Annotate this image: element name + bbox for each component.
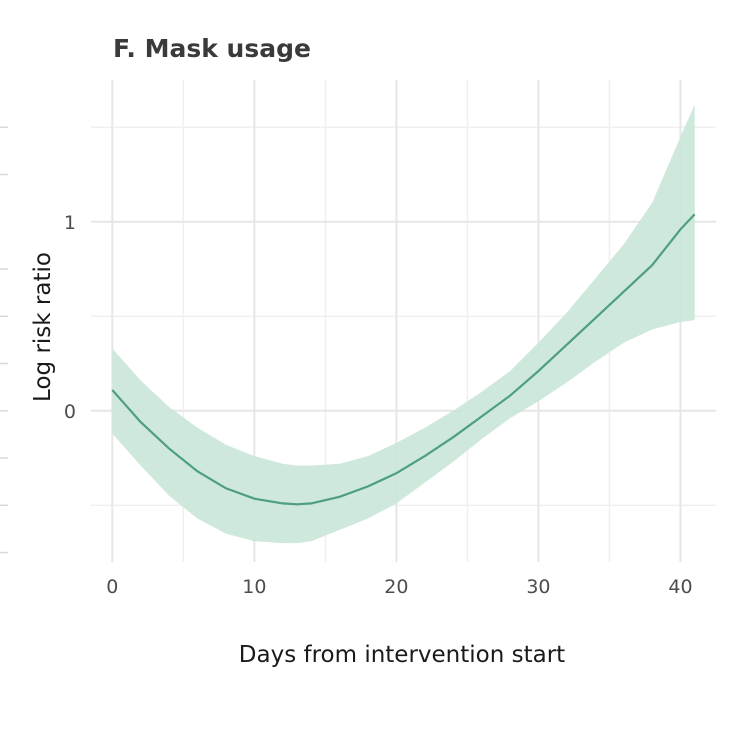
x-axis-tick-labels: 0 10 20 30 40 [106, 576, 692, 598]
chart-title: F. Mask usage [113, 34, 311, 63]
x-tick-label: 10 [242, 576, 266, 598]
y-axis-label: Log risk ratio [30, 252, 56, 402]
x-tick-label: 30 [526, 576, 550, 598]
y-tick-label: 0 [64, 401, 76, 423]
x-tick-label: 20 [384, 576, 408, 598]
x-axis-label: Days from intervention start [239, 642, 565, 668]
y-tick-label: 1 [64, 212, 76, 234]
left-edge-ticks [0, 126, 8, 554]
trend-line [111, 213, 696, 506]
y-axis-tick-labels: 01 [64, 212, 76, 423]
x-tick-label: 0 [106, 576, 118, 598]
confidence-band [112, 104, 695, 544]
x-tick-label: 40 [668, 576, 692, 598]
